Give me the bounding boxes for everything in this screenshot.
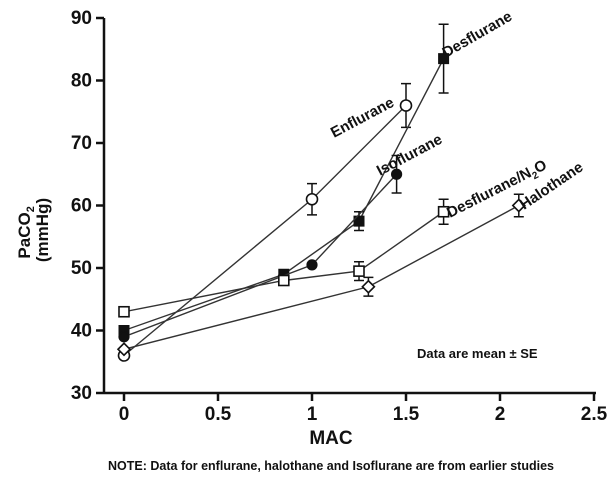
data-point [116,342,132,357]
series-label: Isoflurane [374,131,445,180]
data-point [437,205,450,218]
y-tick-label: 80 [71,71,92,92]
series-layer: Enflurane Desflurane IsofluraneDesflurane/… [116,8,586,362]
series-1: Desflurane [118,8,516,336]
x-tick-label: 0 [119,404,130,425]
y-tick-label: 90 [71,8,92,29]
data-point [438,53,450,65]
series-2: Isoflurane [118,131,445,343]
series-line [123,173,398,338]
series-3: Desflurane/N2O [118,156,550,318]
data-point [118,305,130,318]
footnote: NOTE: Data for enflurane, halothane and … [108,459,554,473]
y-tick-label: 70 [71,133,92,154]
data-point [353,215,365,227]
x-axis-title: MAC [309,428,353,449]
data-point [306,259,318,271]
y-tick-label: 50 [71,258,92,279]
y-tick-label: 40 [71,321,92,342]
y-tick-label: 60 [71,196,92,217]
data-point [511,198,526,213]
series-line [123,58,445,332]
x-tick-label: 2.5 [581,404,608,425]
x-tick-label: 1 [307,404,318,425]
annotation-mean-se: Data are mean ± SE [417,346,538,361]
data-point [361,279,376,294]
data-point [353,265,365,277]
x-tick-label: 1.5 [393,404,420,425]
series-label: Enflurane [328,94,397,141]
y-tick-label: 30 [71,383,92,404]
y-axis-title: PaCO2 (mmHg) [15,198,52,262]
x-tick-label: 2 [495,404,506,425]
data-point [399,99,413,112]
data-point [118,331,130,343]
axes: 30 40 50 60 70 80 90 0 0.5 1 1.5 2 2.5 [71,8,608,425]
data-point [391,168,403,180]
series-0: Enflurane [117,82,413,362]
x-tick-label: 0.5 [205,404,232,425]
data-point [305,192,319,206]
series-line [123,204,520,350]
series-label: Desflurane [440,8,516,61]
series-line [123,211,445,313]
data-point [277,274,290,287]
